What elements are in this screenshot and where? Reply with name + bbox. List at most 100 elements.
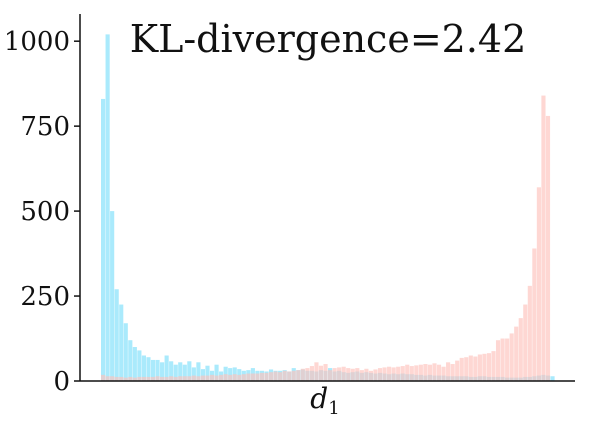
series-2-bar [114, 376, 119, 381]
series-2-bar [101, 374, 106, 381]
series-1-bar [164, 355, 169, 381]
series-1-bar [169, 361, 174, 381]
series-2-bar [291, 370, 296, 381]
series-1-bar [141, 355, 146, 381]
series-2-bar [495, 340, 501, 381]
series-1-bar [223, 366, 228, 381]
series-2-bar [182, 376, 187, 381]
series-2-bar [468, 355, 473, 381]
series-2-bar [391, 367, 396, 381]
series-2-bar [273, 371, 278, 381]
series-2-bar [405, 364, 410, 381]
series-2-bar [332, 368, 337, 381]
series-2-bar [300, 368, 305, 381]
series-2-bar [219, 374, 224, 381]
series-2-bar [477, 354, 482, 381]
series-2-bar [110, 376, 115, 381]
series-1-bar [182, 364, 187, 381]
series-2-bar [341, 366, 346, 381]
series-2-bar [450, 364, 455, 381]
x-axis-label-subscript: 1 [328, 398, 339, 419]
y-tick-label: 750 [20, 112, 70, 142]
series-2-bar [191, 375, 196, 381]
series-1-bar [128, 340, 133, 381]
series-2-bar [318, 365, 324, 381]
series-2-bar [368, 370, 373, 381]
series-2-bar [246, 373, 251, 381]
series-2-bar [509, 333, 514, 381]
series-2-bar [350, 368, 355, 381]
series-2-bar [146, 376, 151, 381]
series-2-bar [232, 374, 237, 381]
series-2-bar [264, 372, 269, 381]
y-tick-label: 1000 [4, 27, 70, 57]
series-2-bar [328, 370, 333, 381]
series-2-bar [377, 368, 383, 381]
series-1-bar [187, 361, 192, 381]
series-1-bar [205, 365, 210, 381]
histogram-bars [101, 34, 555, 381]
series-2-bar [169, 376, 174, 381]
x-axis-label: d1 [310, 382, 339, 419]
series-2-bar [545, 115, 551, 381]
series-2-bar [178, 376, 183, 381]
series-2-bar [309, 366, 314, 381]
series-2-bar [155, 376, 160, 381]
y-tick-label: 250 [20, 282, 70, 312]
series-2-bar [414, 365, 419, 381]
series-2-bar [314, 362, 319, 381]
y-tick-label: 500 [20, 197, 70, 227]
series-2-bar [255, 373, 260, 381]
y-axis-ticks: 0 250 500 750 1000 [4, 27, 80, 397]
series-2-bar [418, 364, 423, 381]
series-1-bar [137, 350, 142, 381]
series-2-bar [132, 377, 137, 381]
series-2-bar [409, 366, 414, 381]
series-2-bar [532, 248, 537, 381]
series-1-bar [173, 364, 178, 381]
series-2-bar [455, 360, 460, 381]
series-2-bar [373, 369, 378, 381]
series-1-bar [101, 98, 106, 381]
series-1-bar [191, 367, 196, 381]
series-2-bar [119, 376, 124, 381]
series-2-bar [459, 357, 464, 381]
series-2-bar [359, 370, 364, 381]
series-1-bar [110, 211, 115, 381]
series-1-bar [119, 304, 124, 381]
series-2-bar [473, 356, 478, 381]
series-2-bar [387, 366, 392, 381]
series-2-bar [205, 375, 210, 381]
series-2-bar [123, 377, 128, 381]
series-2-bar [223, 374, 228, 381]
series-1-bar [114, 289, 119, 381]
series-2-bar [259, 372, 265, 381]
x-axis-label-main: d [310, 382, 328, 415]
series-2-bar [364, 368, 369, 381]
series-2-bar [296, 370, 301, 381]
series-2-bar [173, 376, 178, 381]
series-1-bar [160, 362, 165, 381]
series-1-bars [101, 34, 555, 381]
series-2-bar [196, 376, 201, 381]
series-2-bar [164, 376, 169, 381]
series-2-bar [355, 368, 360, 381]
series-1-bar [550, 376, 555, 381]
series-2-bar [128, 376, 133, 381]
series-2-bar [323, 364, 328, 381]
series-1-bar [150, 359, 156, 381]
series-2-bar [500, 338, 505, 381]
series-2-bar [209, 374, 215, 381]
y-tick-label: 0 [53, 367, 70, 397]
series-2-bar [400, 366, 405, 381]
series-1-bar [155, 359, 160, 381]
series-2-bar [346, 368, 351, 381]
series-2-bar [200, 375, 206, 381]
series-2-bar [214, 375, 219, 381]
series-2-bar [427, 364, 433, 381]
series-2-bar [505, 338, 510, 381]
series-2-bars [101, 95, 551, 381]
series-2-bar [241, 374, 246, 381]
series-2-bar [282, 370, 287, 381]
